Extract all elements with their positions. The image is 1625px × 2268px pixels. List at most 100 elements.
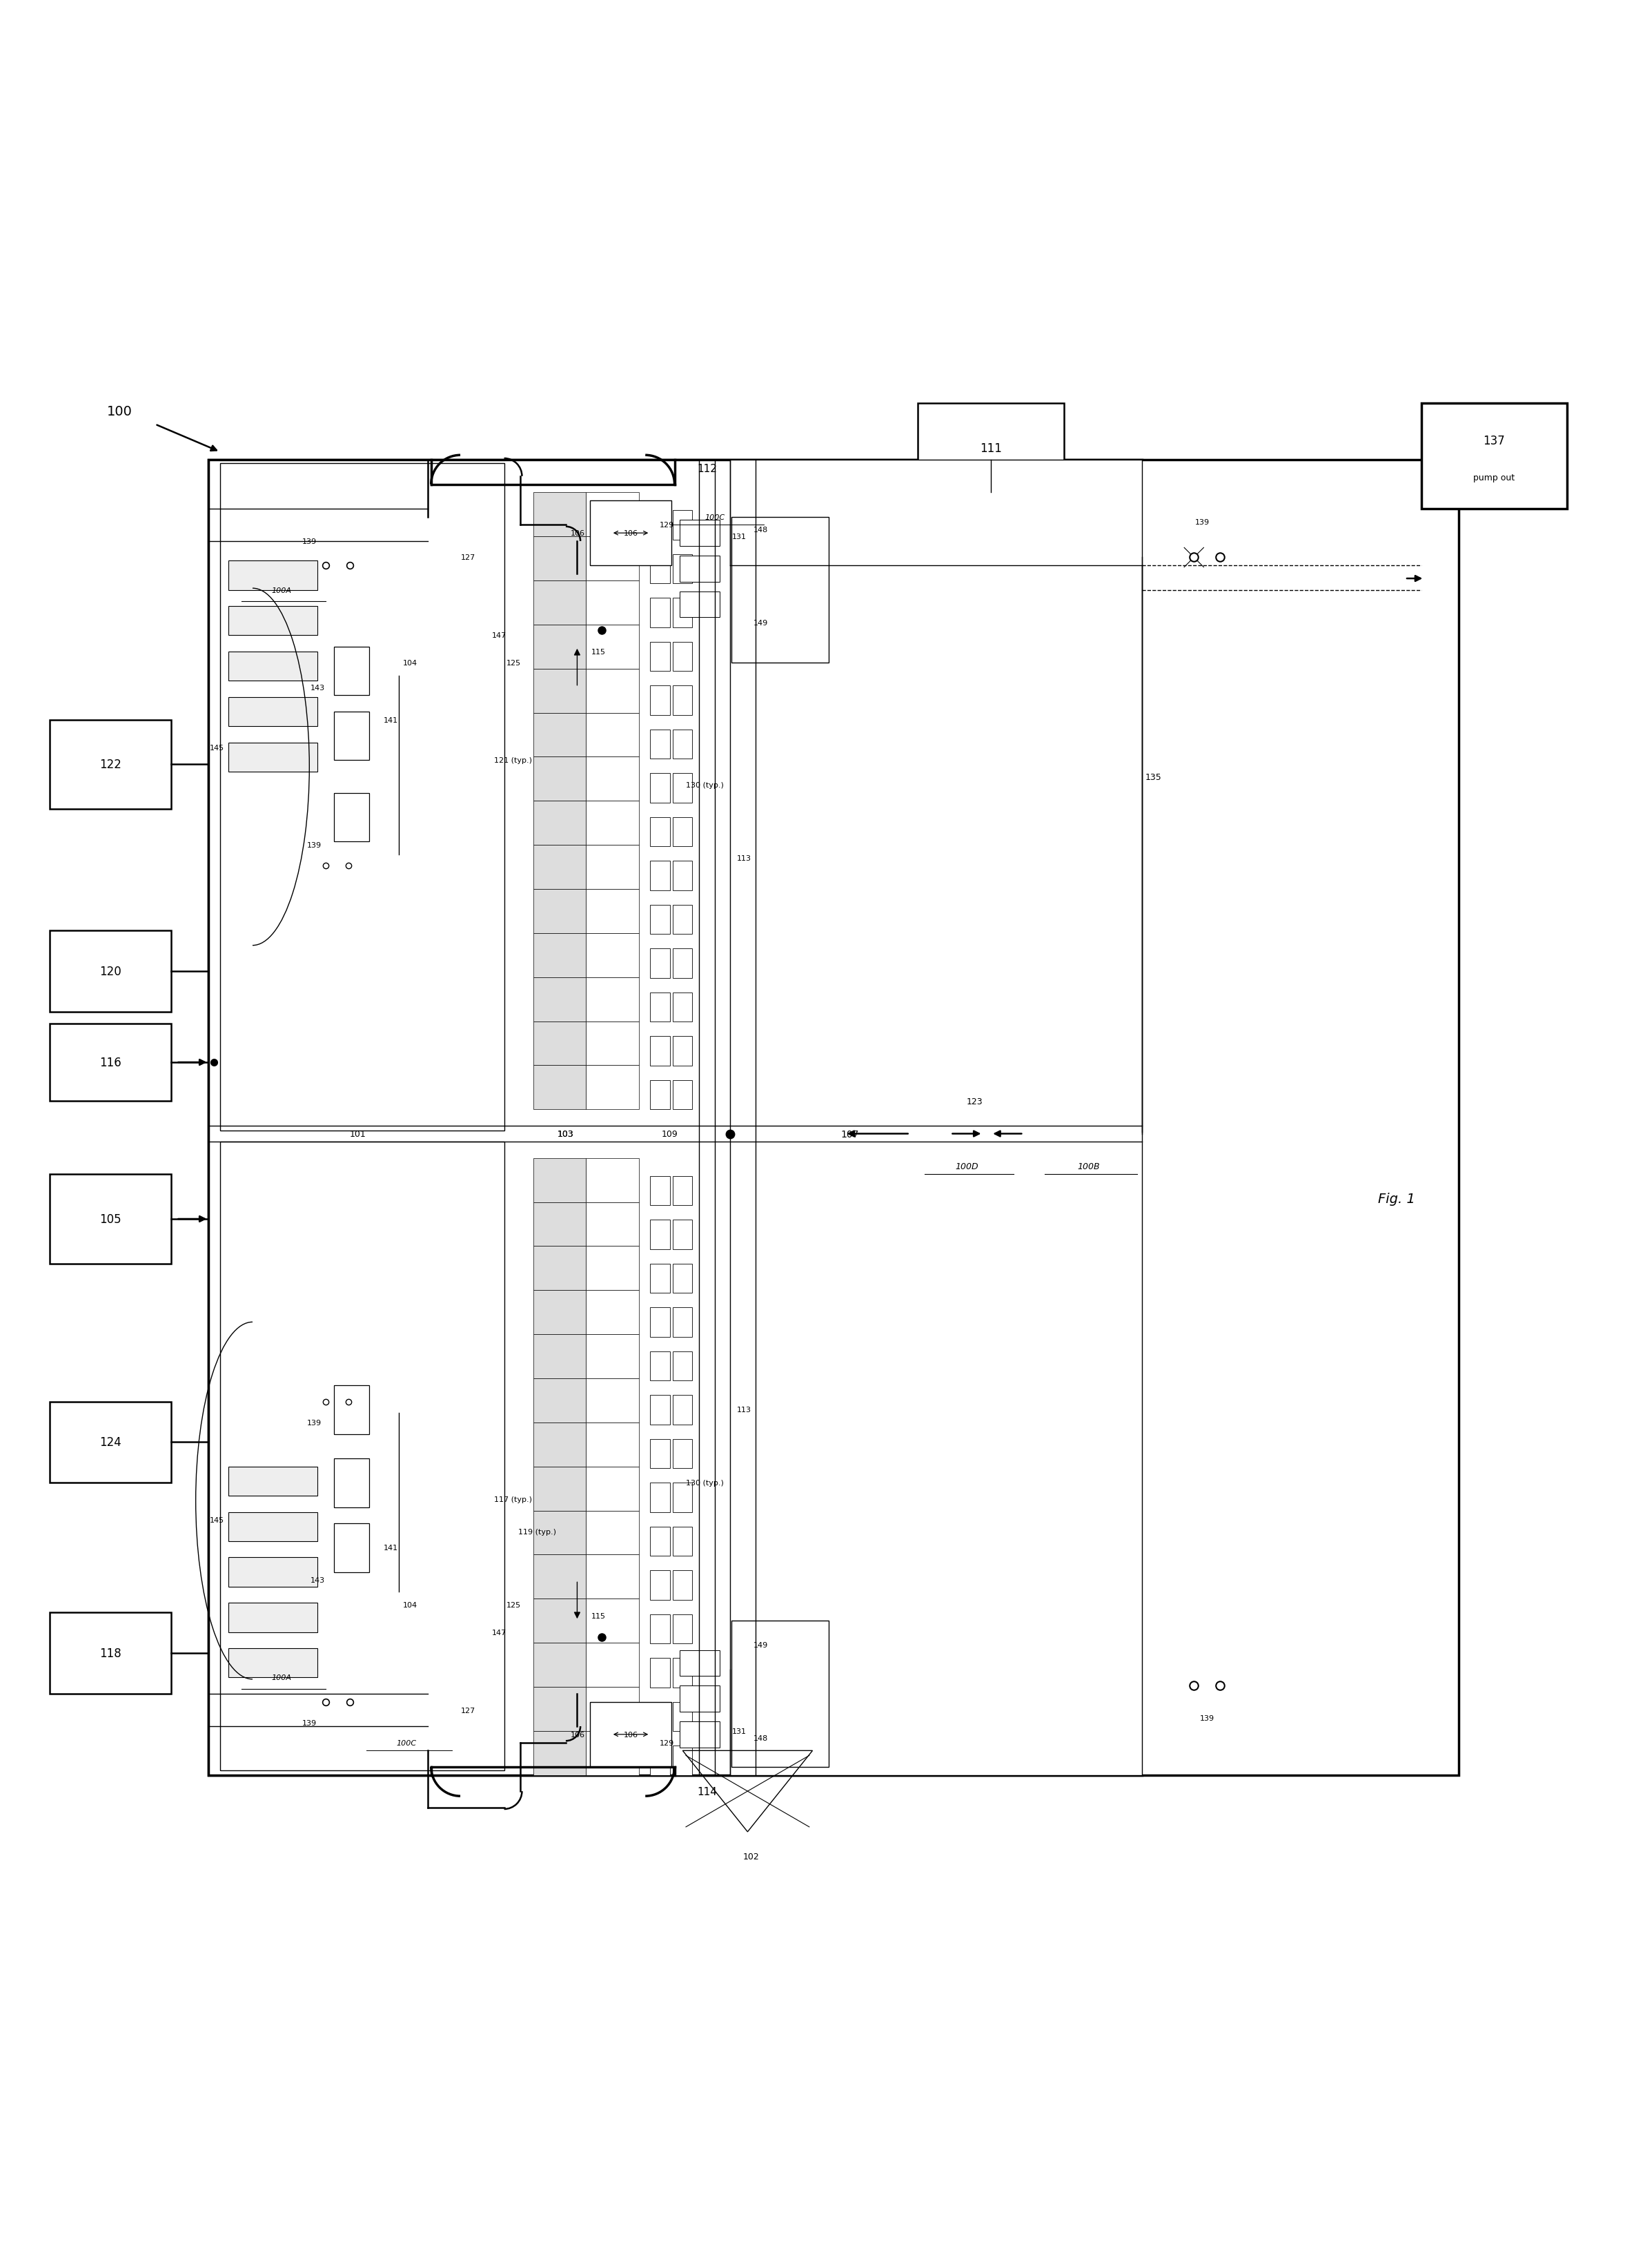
Text: 122: 122 <box>99 758 122 771</box>
Text: 139: 139 <box>307 841 322 848</box>
Bar <box>650 862 669 891</box>
Text: 129: 129 <box>660 522 674 528</box>
Bar <box>673 1615 692 1644</box>
Bar <box>50 721 171 810</box>
Bar <box>650 1080 669 1109</box>
Bar <box>587 934 639 978</box>
Bar <box>533 758 587 801</box>
Bar <box>333 794 369 841</box>
Bar <box>673 1263 692 1293</box>
Text: 121 (typ.): 121 (typ.) <box>494 758 531 764</box>
Text: 104: 104 <box>403 660 418 667</box>
Text: 141: 141 <box>383 717 398 723</box>
Bar <box>650 1309 669 1336</box>
Bar <box>673 1658 692 1687</box>
Text: 103: 103 <box>557 1129 574 1139</box>
Text: 139: 139 <box>1194 519 1209 526</box>
Bar <box>533 1556 587 1599</box>
Text: 113: 113 <box>738 855 752 862</box>
Bar <box>730 460 1142 1776</box>
Bar <box>650 510 669 540</box>
Bar <box>228 696 317 726</box>
Bar <box>673 1177 692 1204</box>
Text: 149: 149 <box>754 1642 769 1649</box>
Bar <box>1422 404 1566 508</box>
Bar <box>533 1066 587 1109</box>
Text: 139: 139 <box>302 1719 317 1726</box>
Bar <box>650 1483 669 1513</box>
Bar <box>587 1556 639 1599</box>
Text: 148: 148 <box>754 526 769 533</box>
Bar <box>533 801 587 846</box>
Text: 139: 139 <box>307 1420 322 1427</box>
Bar <box>533 1599 587 1642</box>
Text: 125: 125 <box>507 1601 522 1608</box>
Bar <box>650 905 669 934</box>
Text: 148: 148 <box>754 1735 769 1742</box>
Text: 137: 137 <box>1484 435 1505 447</box>
Bar <box>679 592 720 617</box>
Text: pump out: pump out <box>1474 474 1514 483</box>
Bar <box>587 1687 639 1730</box>
Bar <box>333 1524 369 1572</box>
Bar <box>587 846 639 889</box>
Bar <box>673 1526 692 1556</box>
Bar <box>587 492 639 538</box>
Bar <box>219 463 504 1132</box>
Bar <box>533 1290 587 1334</box>
Bar <box>673 948 692 978</box>
Bar <box>587 669 639 712</box>
Bar <box>219 1143 504 1771</box>
Bar <box>587 1247 639 1290</box>
Bar <box>50 1175 171 1263</box>
Bar <box>533 1379 587 1422</box>
Bar <box>533 1247 587 1290</box>
Bar <box>533 1687 587 1730</box>
Bar <box>533 1159 587 1202</box>
Text: 100A: 100A <box>271 587 292 594</box>
Bar <box>533 581 587 626</box>
Bar <box>673 1440 692 1467</box>
Text: 101: 101 <box>349 1129 366 1139</box>
Bar <box>673 685 692 714</box>
Bar <box>228 1649 317 1678</box>
Text: 143: 143 <box>310 1576 325 1583</box>
Bar <box>650 1701 669 1730</box>
Bar <box>650 948 669 978</box>
Bar <box>208 460 1459 1776</box>
Bar <box>673 1036 692 1066</box>
Bar <box>228 1558 317 1588</box>
Bar <box>650 1177 669 1204</box>
Bar <box>650 773 669 803</box>
Text: 145: 145 <box>210 744 224 751</box>
Bar <box>650 1440 669 1467</box>
Bar <box>587 1467 639 1510</box>
Text: Fig. 1: Fig. 1 <box>1378 1193 1415 1207</box>
Bar <box>673 993 692 1023</box>
Bar <box>587 538 639 581</box>
Bar <box>650 1526 669 1556</box>
Bar <box>590 1701 671 1767</box>
Bar <box>650 1036 669 1066</box>
Bar <box>228 606 317 635</box>
Bar <box>533 538 587 581</box>
Text: 129: 129 <box>660 1740 674 1746</box>
Bar <box>650 730 669 760</box>
Text: 106: 106 <box>624 531 639 538</box>
Bar <box>650 1658 669 1687</box>
Bar <box>673 1309 692 1336</box>
Text: 119 (typ.): 119 (typ.) <box>518 1529 556 1535</box>
Text: 106: 106 <box>624 1730 639 1737</box>
Text: 118: 118 <box>99 1647 122 1660</box>
Text: 130 (typ.): 130 (typ.) <box>686 1479 723 1486</box>
Bar <box>228 560 317 590</box>
Text: 100A: 100A <box>271 1674 292 1681</box>
Bar <box>673 1572 692 1599</box>
Bar <box>673 1395 692 1424</box>
Bar <box>650 1746 669 1776</box>
Bar <box>673 556 692 583</box>
Text: 123: 123 <box>967 1098 983 1107</box>
Bar <box>650 1572 669 1599</box>
Bar <box>587 1642 639 1687</box>
Bar <box>587 978 639 1021</box>
